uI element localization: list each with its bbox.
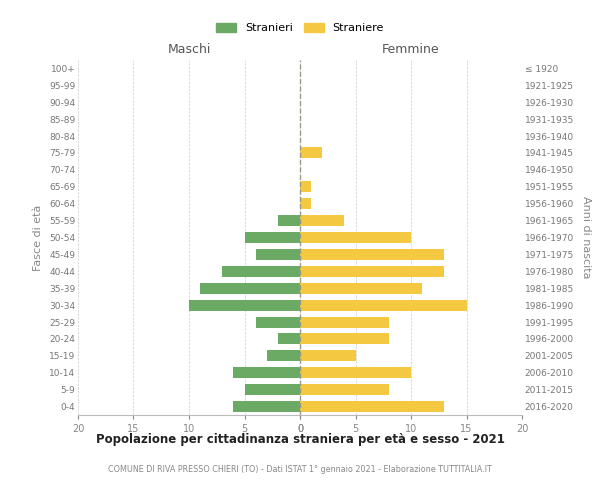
Bar [278, 334, 300, 344]
Bar [266, 350, 300, 362]
Bar [233, 367, 300, 378]
Bar [200, 282, 300, 294]
Bar [300, 334, 389, 344]
Bar [278, 215, 300, 226]
Bar [300, 367, 411, 378]
Bar [300, 282, 422, 294]
Bar [300, 350, 355, 362]
Bar [189, 300, 300, 310]
Bar [300, 266, 444, 277]
Text: COMUNE DI RIVA PRESSO CHIERI (TO) - Dati ISTAT 1° gennaio 2021 - Elaborazione TU: COMUNE DI RIVA PRESSO CHIERI (TO) - Dati… [108, 466, 492, 474]
Bar [300, 182, 311, 192]
Y-axis label: Fasce di età: Fasce di età [34, 204, 43, 270]
Bar [245, 384, 300, 395]
Bar [256, 249, 300, 260]
Bar [300, 148, 322, 158]
Bar [300, 249, 444, 260]
Bar [300, 198, 311, 209]
Bar [300, 384, 389, 395]
Bar [222, 266, 300, 277]
Bar [300, 300, 467, 310]
Y-axis label: Anni di nascita: Anni di nascita [581, 196, 590, 279]
Bar [245, 232, 300, 243]
Title: Maschi: Maschi [167, 43, 211, 56]
Legend: Stranieri, Straniere: Stranieri, Straniere [211, 18, 389, 38]
Bar [300, 215, 344, 226]
Bar [300, 232, 411, 243]
Bar [300, 316, 389, 328]
Bar [256, 316, 300, 328]
Bar [233, 401, 300, 412]
Bar [300, 401, 444, 412]
Text: Popolazione per cittadinanza straniera per età e sesso - 2021: Popolazione per cittadinanza straniera p… [95, 432, 505, 446]
Title: Femmine: Femmine [382, 43, 440, 56]
